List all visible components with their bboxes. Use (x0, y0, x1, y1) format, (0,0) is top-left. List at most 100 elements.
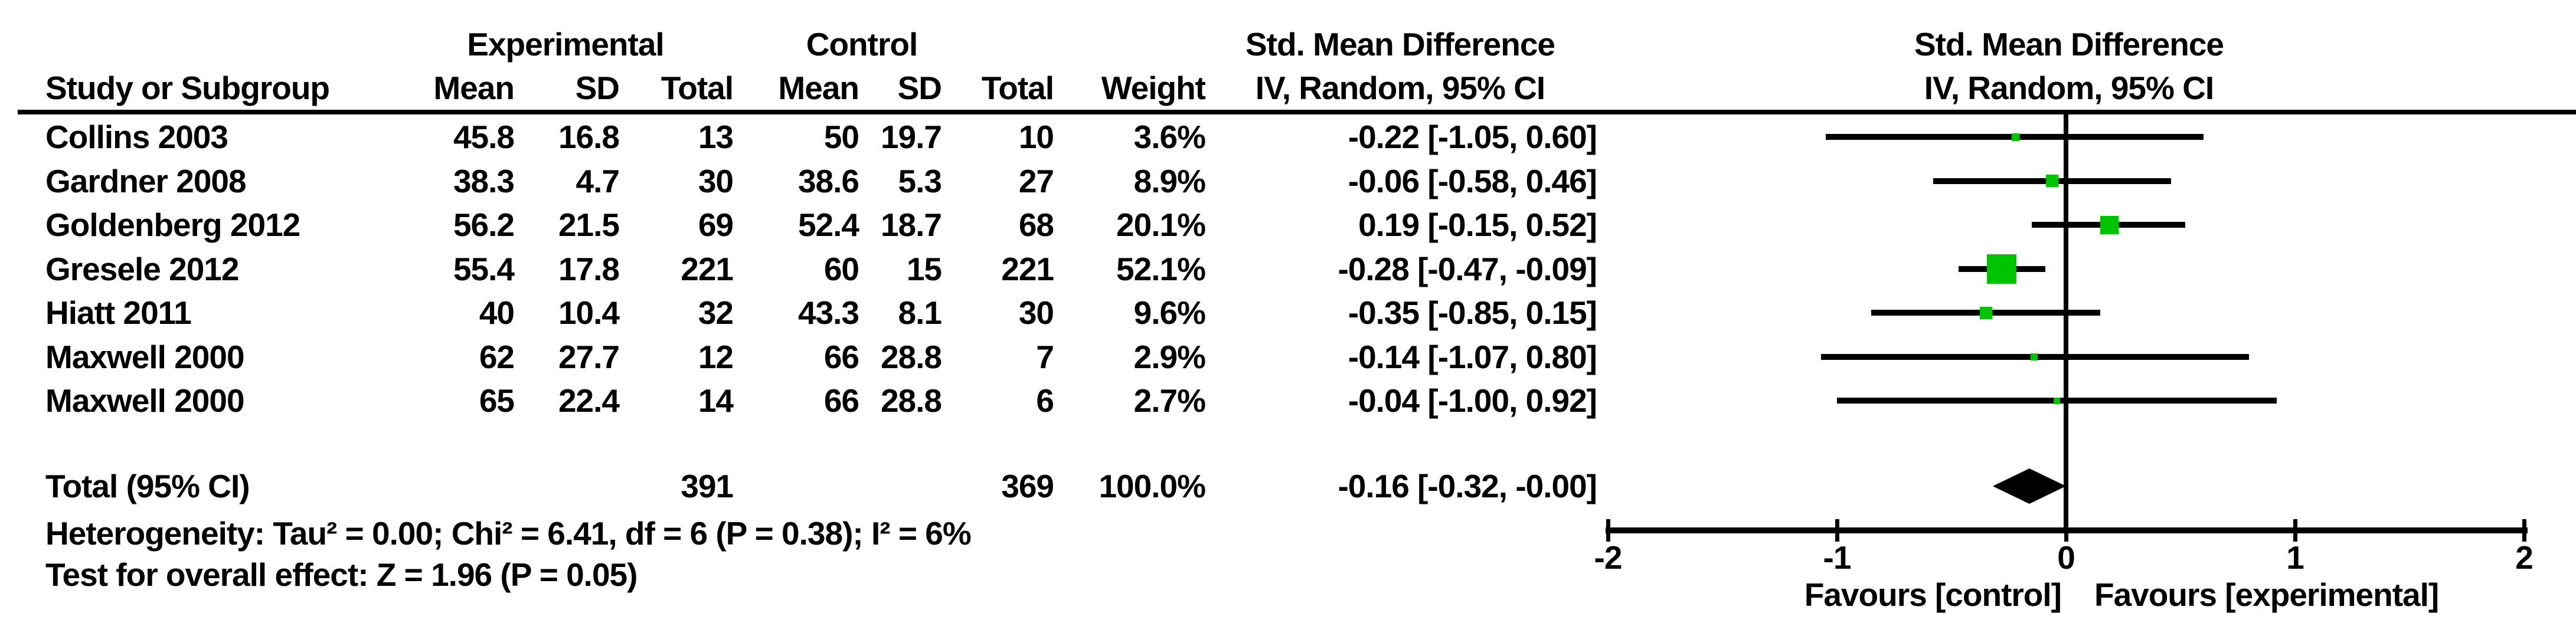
cell-exp_mean: 55.4 (453, 250, 515, 287)
cell-ctrl_sd: 18.7 (880, 206, 942, 243)
total-ci-text: -0.16 [-0.32, -0.00] (1338, 468, 1597, 504)
point-estimate-square (2030, 353, 2038, 360)
cell-ctrl_sd: 5.3 (898, 162, 942, 199)
axis-tick (2064, 519, 2068, 542)
plot-header-method: IV, Random, 95% CI (1924, 70, 2214, 106)
cell-ctrl_mean: 66 (823, 382, 859, 419)
column-header-method: IV, Random, 95% CI (1255, 70, 1545, 106)
cell-ci_text: -0.35 [-0.85, 0.15] (1348, 294, 1597, 331)
axis-tick-label: 1 (2286, 539, 2304, 576)
column-group-smd-table: Std. Mean Difference (1245, 26, 1555, 63)
column-header-weight: Weight (1101, 70, 1206, 106)
favours-left-label: Favours [control] (1804, 576, 2062, 613)
total-row-label: Total (95% CI) (45, 468, 250, 504)
cell-exp_mean: 45.8 (453, 119, 515, 155)
header-divider-rule (18, 110, 2576, 114)
total-exp-total: 391 (681, 468, 734, 504)
cell-ctrl_sd: 28.8 (880, 338, 942, 375)
cell-exp_mean: 38.3 (453, 162, 515, 199)
cell-ctrl_sd: 19.7 (880, 119, 942, 155)
cell-weight: 9.6% (1133, 294, 1206, 331)
cell-name: Hiatt 2011 (45, 294, 192, 331)
overall-effect-note: Test for overall effect: Z = 1.96 (P = 0… (45, 556, 638, 593)
cell-exp_total: 30 (698, 162, 734, 199)
total-ctrl-total: 369 (1001, 468, 1054, 504)
cell-weight: 20.1% (1116, 206, 1206, 243)
cell-weight: 52.1% (1116, 250, 1206, 287)
cell-exp_total: 221 (681, 250, 734, 287)
cell-weight: 2.9% (1133, 338, 1206, 375)
axis-tick-label: 0 (2057, 539, 2075, 576)
cell-exp_mean: 65 (479, 382, 515, 419)
column-header-ctrl-sd: SD (897, 70, 942, 106)
cell-exp_mean: 40 (479, 294, 515, 331)
cell-ctrl_mean: 38.6 (797, 162, 859, 199)
cell-exp_sd: 10.4 (558, 294, 620, 331)
cell-ctrl_mean: 66 (823, 338, 859, 375)
overall-diamond (1992, 468, 2066, 504)
point-estimate-square (2046, 175, 2059, 187)
cell-exp_total: 32 (698, 294, 734, 331)
cell-ctrl_total: 221 (1001, 250, 1054, 287)
cell-name: Gresele 2012 (45, 250, 239, 287)
cell-ctrl_total: 10 (1018, 119, 1054, 155)
cell-exp_total: 13 (698, 119, 734, 155)
point-estimate-square (1987, 254, 2017, 284)
cell-name: Collins 2003 (45, 119, 228, 155)
favours-right-label: Favours [experimental] (2094, 576, 2439, 613)
cell-ci_text: 0.19 [-0.15, 0.52] (1358, 206, 1597, 243)
axis-tick (1835, 519, 1839, 542)
cell-ctrl_sd: 15 (906, 250, 942, 287)
point-estimate-square (2012, 133, 2020, 141)
cell-exp_total: 12 (698, 338, 734, 375)
cell-exp_total: 14 (698, 382, 734, 419)
point-estimate-square (2100, 215, 2119, 234)
cell-ctrl_mean: 52.4 (797, 206, 859, 243)
cell-exp_sd: 17.8 (558, 250, 620, 287)
axis-tick (2293, 519, 2297, 542)
cell-name: Maxwell 2000 (45, 382, 245, 419)
cell-exp_mean: 56.2 (453, 206, 515, 243)
axis-tick-label: -2 (1594, 539, 1623, 576)
null-effect-line (2064, 113, 2068, 532)
cell-weight: 2.7% (1133, 382, 1206, 419)
axis-tick (1606, 519, 1610, 542)
cell-name: Gardner 2008 (45, 162, 247, 199)
cell-ci_text: -0.04 [-1.00, 0.92] (1348, 382, 1597, 419)
cell-ctrl_total: 27 (1018, 162, 1054, 199)
cell-ctrl_mean: 50 (823, 119, 859, 155)
cell-ctrl_total: 68 (1018, 206, 1054, 243)
column-group-experimental: Experimental (467, 26, 664, 63)
axis-tick (2522, 519, 2526, 542)
cell-ctrl_total: 6 (1036, 382, 1054, 419)
cell-weight: 3.6% (1133, 119, 1206, 155)
cell-exp_sd: 27.7 (558, 338, 620, 375)
cell-ctrl_total: 7 (1036, 338, 1054, 375)
cell-exp_mean: 62 (479, 338, 515, 375)
cell-ctrl_sd: 8.1 (898, 294, 942, 331)
cell-ctrl_sd: 28.8 (880, 382, 942, 419)
column-group-control: Control (806, 26, 918, 63)
cell-ci_text: -0.28 [-0.47, -0.09] (1338, 250, 1597, 287)
point-estimate-square (2053, 397, 2060, 404)
column-header-exp-mean: Mean (433, 70, 515, 106)
column-header-exp-total: Total (661, 70, 734, 106)
heterogeneity-note: Heterogeneity: Tau² = 0.00; Chi² = 6.41,… (45, 515, 972, 552)
cell-ci_text: -0.14 [-1.07, 0.80] (1348, 338, 1597, 375)
axis-tick-label: 2 (2515, 539, 2533, 576)
axis-tick-label: -1 (1823, 539, 1852, 576)
cell-exp_sd: 16.8 (558, 119, 620, 155)
cell-name: Goldenberg 2012 (45, 206, 300, 243)
plot-header-smd: Std. Mean Difference (1914, 26, 2224, 63)
cell-weight: 8.9% (1133, 162, 1206, 199)
cell-exp_sd: 22.4 (558, 382, 620, 419)
cell-ctrl_total: 30 (1018, 294, 1054, 331)
cell-name: Maxwell 2000 (45, 338, 245, 375)
point-estimate-square (1979, 306, 1992, 319)
cell-ci_text: -0.22 [-1.05, 0.60] (1348, 119, 1597, 155)
cell-ci_text: -0.06 [-0.58, 0.46] (1348, 162, 1597, 199)
total-weight: 100.0% (1099, 468, 1206, 504)
cell-exp_sd: 4.7 (576, 162, 620, 199)
cell-ctrl_mean: 43.3 (797, 294, 859, 331)
